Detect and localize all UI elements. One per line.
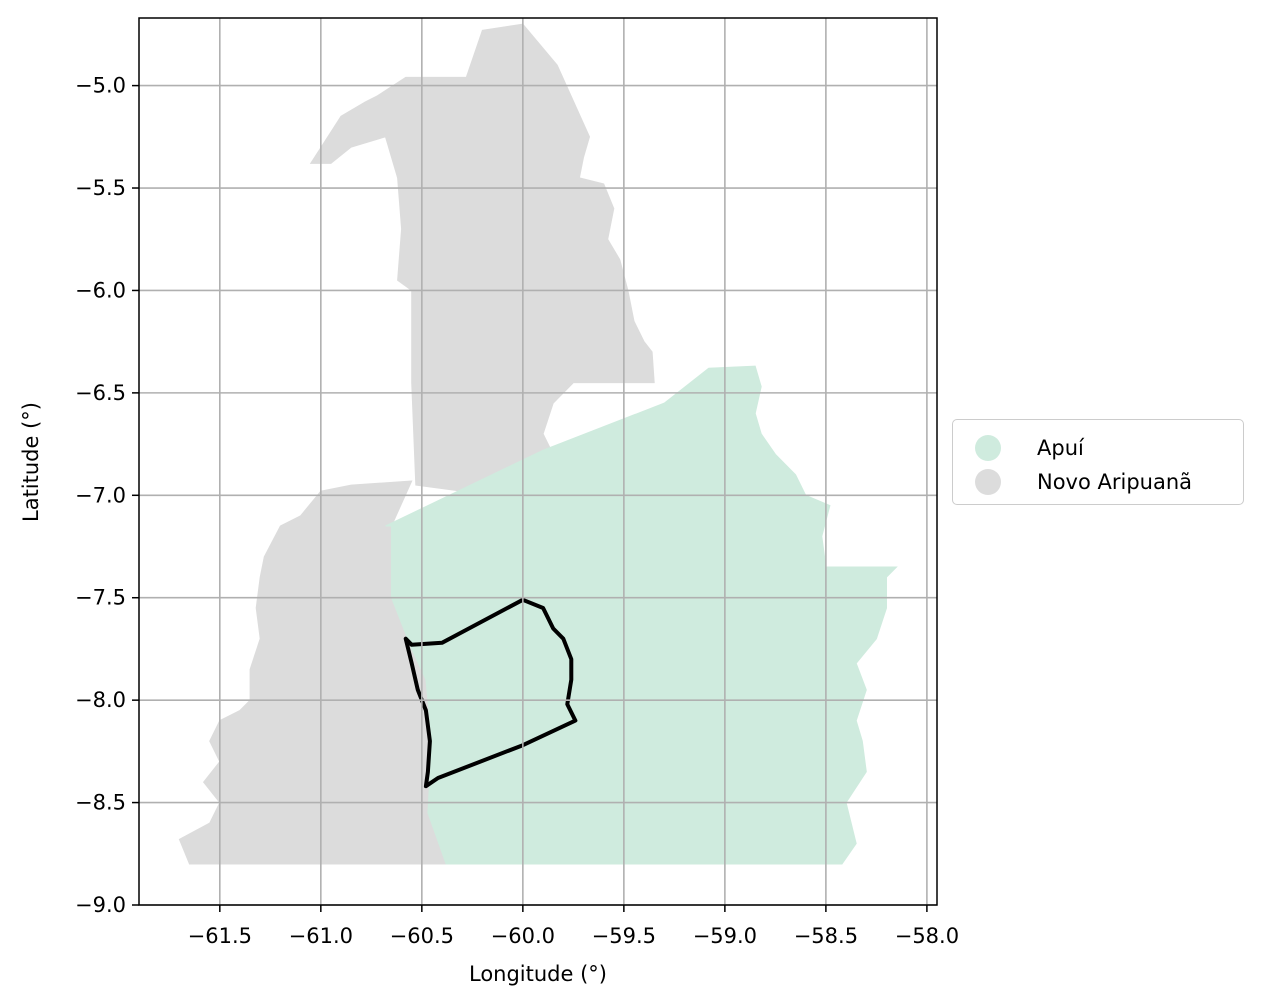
legend-label-novo-aripuana: Novo Aripuanã <box>1037 470 1193 494</box>
x-tick-label: −59.5 <box>592 924 656 948</box>
y-tick-label: −5.0 <box>75 74 126 98</box>
x-axis-ticks: −61.5 −61.0 −60.5 −60.0 −59.5 −59.0 −58.5 −58.0 <box>188 905 959 948</box>
legend: Apuí Novo Aripuanã <box>952 419 1244 505</box>
y-tick-label: −7.5 <box>75 586 126 610</box>
study-area-outline <box>403 597 578 789</box>
y-tick-label: −8.0 <box>75 688 126 712</box>
y-tick-label: −7.0 <box>75 483 126 507</box>
x-tick-label: −61.5 <box>188 924 252 948</box>
region-novo-aripuana-0 <box>309 23 655 496</box>
y-tick-label: −8.5 <box>75 791 126 815</box>
grid-layer <box>139 18 937 906</box>
x-tick-label: −58.5 <box>794 924 858 948</box>
y-tick-label: −5.5 <box>75 176 126 200</box>
x-tick-label: −60.5 <box>390 924 454 948</box>
plot-frame <box>138 17 938 906</box>
x-tick-label: −59.0 <box>693 924 757 948</box>
x-tick-label: −58.0 <box>895 924 959 948</box>
legend-item-novo-aripuana: Novo Aripuanã <box>975 467 1192 497</box>
legend-item-apui: Apuí <box>975 433 1084 463</box>
y-tick-label: −9.0 <box>75 893 126 917</box>
regions-layer <box>178 23 898 865</box>
y-tick-label: −6.5 <box>75 381 126 405</box>
x-tick-label: −61.0 <box>289 924 353 948</box>
x-tick-label: −60.0 <box>491 924 555 948</box>
x-axis-label: Longitude (°) <box>469 962 607 986</box>
legend-label-apui: Apuí <box>1037 436 1084 460</box>
y-axis-label: Latitude (°) <box>19 402 43 522</box>
legend-marker-novo-aripuana <box>975 469 1001 495</box>
y-axis-ticks: −5.0 −5.5 −6.0 −6.5 −7.0 −7.5 −8.0 −8.5 −9.0 <box>75 74 139 917</box>
outline-layer <box>403 597 578 789</box>
y-tick-label: −6.0 <box>75 278 126 302</box>
region-apui-2 <box>385 365 898 865</box>
legend-marker-apui <box>975 435 1001 461</box>
